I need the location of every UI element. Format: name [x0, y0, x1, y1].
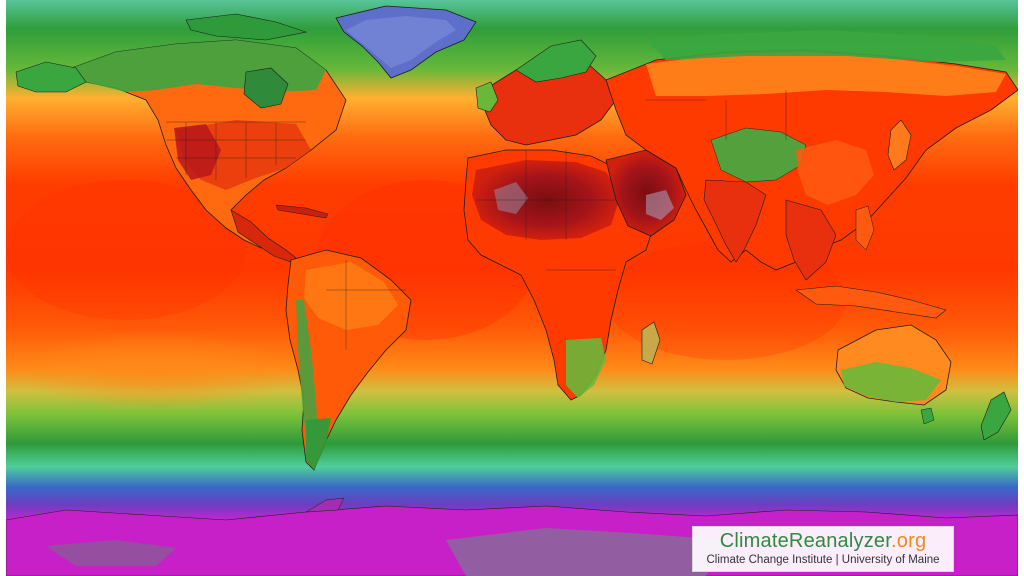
new-zealand	[980, 391, 1012, 441]
temperature-map-svg	[6, 0, 1018, 576]
hudson-bay	[243, 67, 289, 109]
southern-africa-cool	[566, 338, 606, 398]
tasmania	[920, 407, 935, 425]
brand-main: ClimateReanalyzer	[719, 530, 891, 552]
arctic-siberia-cold	[646, 30, 1006, 62]
brand-tld: .org	[891, 530, 927, 552]
british-isles	[475, 81, 499, 113]
antarctic-peninsula	[305, 497, 345, 513]
greenland-coast	[346, 16, 456, 68]
antarctica-west-interior	[46, 540, 176, 566]
country-borders	[166, 90, 787, 350]
temperature-map	[6, 0, 1018, 576]
siberia-band	[646, 52, 1006, 96]
caribbean-islands	[275, 204, 329, 219]
arabia-hot-core	[646, 190, 674, 220]
cool-pool-south-pacific	[16, 330, 296, 410]
philippines	[855, 205, 875, 251]
credit-badge: ClimateReanalyzer.org Climate Change Ins…	[692, 526, 954, 572]
scandinavia-cool	[515, 39, 597, 83]
warm-pool-indian	[606, 240, 846, 360]
brand-name: ClimateReanalyzer.org	[693, 529, 953, 553]
australia-south-cool	[841, 362, 941, 402]
china-east	[796, 140, 874, 205]
brand-subtitle: Climate Change Institute | University of…	[706, 554, 940, 566]
warm-pool-pacific-east	[6, 180, 246, 320]
patagonia-cold	[306, 418, 331, 470]
amazon-basin	[304, 262, 398, 330]
india-subcontinent	[703, 179, 767, 263]
alaska-region	[15, 61, 87, 93]
madagascar	[641, 321, 661, 365]
southeast-asia	[785, 199, 837, 281]
antarctica-interior	[446, 528, 726, 576]
sahara-hot-core	[494, 182, 528, 214]
arctic-islands	[185, 13, 308, 41]
indonesia-islands	[795, 285, 947, 319]
japan-islands	[887, 119, 912, 171]
